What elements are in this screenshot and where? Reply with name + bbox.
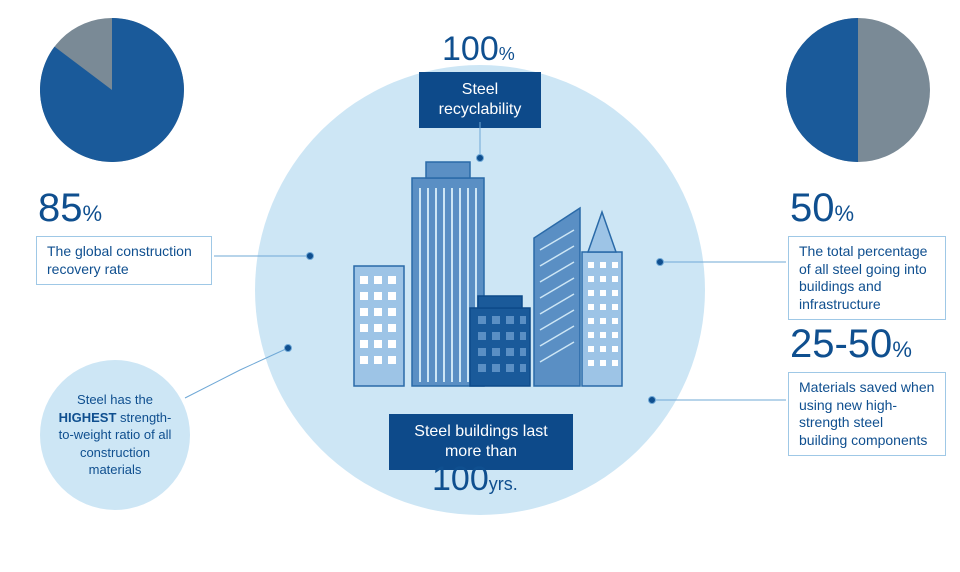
right-stat2-value: 25-50% <box>790 322 912 367</box>
left-stat-num: 85 <box>38 186 83 230</box>
left-stat-desc: The global construction recovery rate <box>36 236 212 285</box>
right-stat2-unit: % <box>892 337 912 362</box>
right-pie-chart <box>786 18 930 162</box>
top-unit: % <box>499 44 515 64</box>
right-stat1-unit: % <box>835 201 855 226</box>
bottom-value: 100yrs. <box>432 460 518 499</box>
right-stat1-num: 50 <box>790 186 835 230</box>
bottom-num: 100 <box>432 460 489 498</box>
top-num: 100 <box>442 30 499 68</box>
bubble-strong: HIGHEST <box>59 410 117 425</box>
right-stat2-desc: Materials saved when using new high-stre… <box>788 372 946 456</box>
top-value: 100% <box>442 30 515 69</box>
left-stat-unit: % <box>83 201 103 226</box>
buildings-icon <box>330 158 630 398</box>
bubble-text: Steel has the HIGHEST strength-to-weight… <box>54 391 176 479</box>
right-stat1-value: 50% <box>790 186 854 231</box>
left-stat-value: 85% <box>38 186 102 231</box>
strength-bubble: Steel has the HIGHEST strength-to-weight… <box>40 360 190 510</box>
bottom-unit: yrs. <box>489 474 518 494</box>
top-tag: Steel recyclability <box>419 72 541 128</box>
left-pie-chart <box>40 18 184 162</box>
bubble-pre: Steel has the <box>77 392 153 407</box>
right-stat1-desc: The total percentage of all steel going … <box>788 236 946 320</box>
right-stat2-num: 25-50 <box>790 322 892 366</box>
